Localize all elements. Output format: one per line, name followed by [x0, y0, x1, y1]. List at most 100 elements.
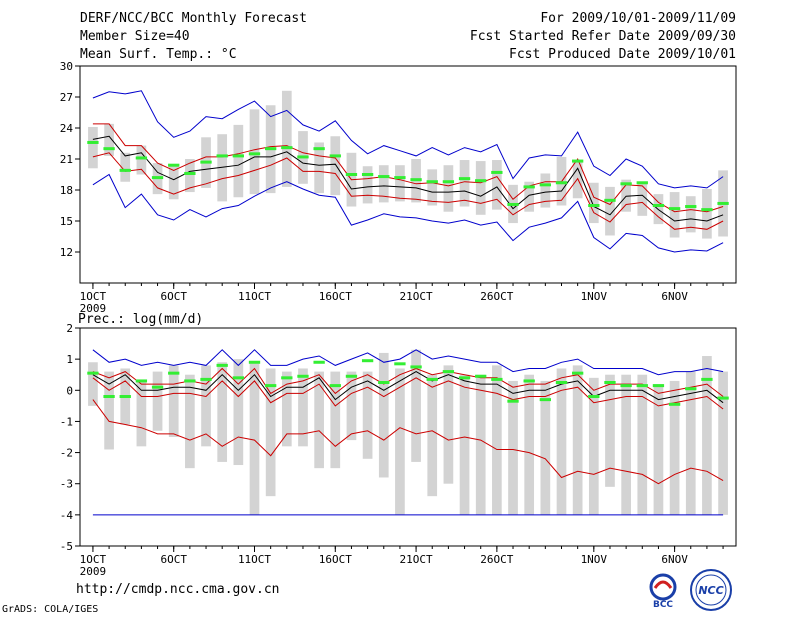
temp-marker-8 — [200, 160, 212, 164]
prec-marker-8 — [200, 377, 212, 381]
prec-marker-22 — [426, 377, 438, 381]
prec-marker-12 — [265, 384, 277, 388]
prec-marker-40 — [717, 396, 729, 400]
temp-marker-16 — [329, 154, 341, 158]
temp-marker-10 — [232, 154, 244, 158]
prec-box-17 — [346, 371, 357, 441]
temp-box-25 — [475, 161, 486, 215]
prec-marker-34 — [620, 384, 632, 388]
prec-marker-36 — [652, 384, 665, 388]
temp-ytick-label-18: 18 — [60, 184, 73, 197]
prec-box-22 — [427, 374, 438, 497]
prec-marker-23 — [442, 370, 455, 374]
temp-marker-24 — [458, 177, 471, 181]
temp-marker-19 — [378, 175, 390, 179]
prec-ytick-label--3: -3 — [60, 478, 73, 491]
prec-box-1 — [88, 362, 98, 406]
temp-box-1 — [88, 126, 98, 169]
bcc-logo-label: BCC — [653, 600, 673, 610]
prec-marker-28 — [523, 379, 535, 383]
prec-ytick-label-1: 1 — [66, 353, 73, 366]
temp-marker-14 — [297, 155, 309, 159]
prec-box-39 — [702, 356, 712, 515]
prec-line-max — [92, 349, 724, 376]
prec-marker-13 — [281, 376, 293, 380]
temp-line-max — [92, 90, 724, 189]
prec-box-32 — [588, 377, 599, 515]
prec-marker-24 — [458, 376, 471, 380]
temp-marker-36 — [652, 204, 665, 207]
prec-marker-35 — [636, 384, 648, 388]
prec-marker-19 — [378, 381, 390, 384]
temp-marker-25 — [475, 179, 487, 183]
prec-box-11 — [249, 362, 260, 515]
prec-box-6 — [168, 365, 179, 437]
temp-marker-30 — [555, 181, 568, 185]
temp-marker-38 — [685, 205, 697, 209]
prec-line-upper — [92, 367, 724, 397]
prec-box-7 — [185, 374, 195, 469]
prec-box-18 — [362, 371, 373, 459]
prec-box-19 — [378, 352, 389, 478]
prec-box-30 — [556, 368, 567, 515]
temp-line-lower — [92, 152, 724, 230]
prec-marker-14 — [297, 374, 309, 378]
temp-ytick-label-30: 30 — [60, 60, 73, 73]
temp-xtick-label-26OCT: 26OCT — [480, 290, 513, 303]
temp-marker-18 — [361, 173, 374, 176]
prec-marker-25 — [475, 374, 487, 378]
temp-marker-2 — [103, 147, 115, 151]
prec-marker-37 — [668, 402, 681, 406]
temp-box-23 — [443, 165, 454, 212]
temp-marker-33 — [604, 198, 616, 202]
prec-marker-27 — [507, 399, 519, 403]
prec-box-34 — [621, 374, 631, 515]
prec-marker-38 — [685, 387, 697, 391]
prec-box-8 — [201, 365, 211, 447]
temp-box-7 — [185, 159, 195, 193]
prec-marker-18 — [361, 359, 374, 363]
temp-box-13 — [281, 90, 292, 187]
prec-marker-16 — [329, 384, 341, 388]
temp-marker-29 — [539, 183, 551, 187]
temp-box-6 — [168, 165, 179, 200]
prec-box-21 — [411, 349, 421, 462]
prec-box-2 — [104, 371, 114, 450]
prec-box-14 — [298, 368, 308, 447]
prec-marker-33 — [604, 381, 616, 384]
prec-xtick-label-6NOV: 6NOV — [661, 553, 688, 566]
prec-box-23 — [443, 365, 454, 484]
variable-label: Mean Surf. Temp.: °C — [80, 47, 237, 62]
ncc-logo-icon: NCC — [690, 569, 732, 611]
prec-box-13 — [281, 371, 292, 447]
prec-marker-32 — [588, 395, 600, 399]
temp-marker-23 — [442, 180, 455, 184]
prec-ytick-label-0: 0 — [66, 384, 73, 397]
temp-box-4 — [136, 145, 147, 175]
temp-frame — [79, 65, 737, 284]
prec-marker-30 — [555, 381, 568, 384]
prec-ytick-label--2: -2 — [60, 447, 73, 460]
prec-marker-2 — [103, 395, 115, 399]
temp-line-upper — [92, 123, 724, 213]
prec-line-mean — [92, 371, 724, 404]
temp-marker-5 — [151, 176, 164, 180]
temp-marker-27 — [507, 202, 519, 206]
ncc-logo-label: NCC — [698, 584, 723, 597]
temp-box-32 — [588, 182, 599, 224]
temp-marker-22 — [426, 180, 438, 184]
prec-box-25 — [475, 374, 486, 515]
website-url[interactable]: http://cmdp.ncc.cma.gov.cn — [76, 582, 280, 597]
temp-marker-28 — [523, 185, 535, 189]
prec-marker-9 — [216, 363, 228, 367]
temp-marker-11 — [248, 152, 261, 156]
prec-box-35 — [637, 374, 648, 515]
prec-box-16 — [330, 371, 341, 469]
prec-box-5 — [152, 371, 163, 431]
temp-marker-13 — [281, 146, 293, 150]
temp-box-39 — [702, 188, 712, 239]
temp-box-29 — [540, 173, 551, 208]
temp-marker-20 — [394, 176, 406, 180]
